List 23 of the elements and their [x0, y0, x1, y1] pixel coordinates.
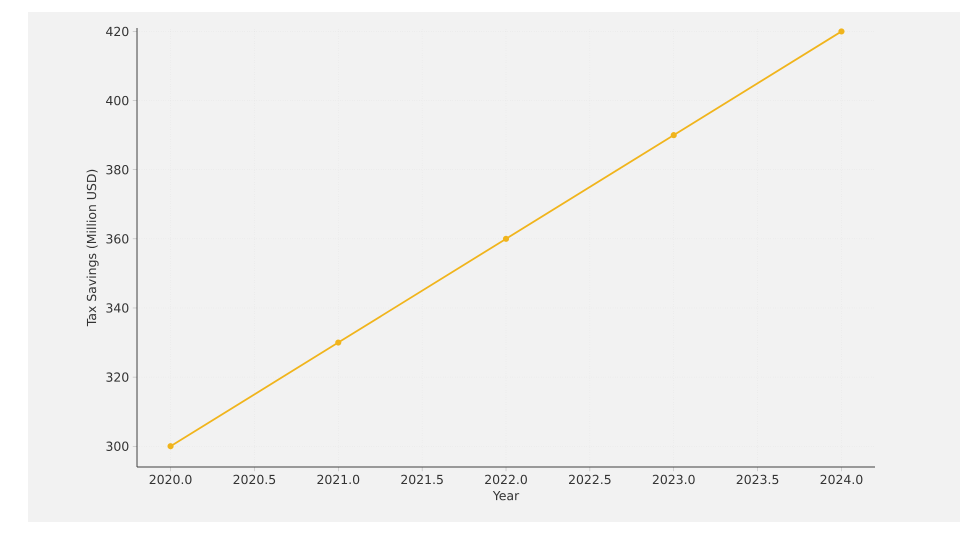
y-tick-label: 360 — [106, 234, 128, 244]
x-tick-label: 2020.0 — [150, 474, 192, 484]
y-tick-label: 340 — [106, 303, 128, 313]
y-tick-label: 320 — [106, 372, 128, 382]
point — [167, 443, 174, 450]
x-tick-label: 2021.0 — [317, 474, 360, 484]
point — [670, 132, 677, 138]
point — [335, 339, 342, 346]
x-tick-label: 2022.5 — [568, 474, 611, 484]
point — [838, 28, 845, 35]
y-axis-title: Tax Savings (Million USD) — [86, 170, 99, 326]
x-tick-label: 2022.0 — [485, 474, 527, 484]
x-tick-label: 2020.5 — [234, 474, 276, 484]
x-tick-label: 2023.5 — [736, 474, 778, 484]
point — [502, 236, 510, 242]
y-tick-label: 400 — [106, 96, 128, 106]
x-tick-label: 2023.0 — [652, 474, 695, 484]
y-tick-label: 380 — [106, 164, 128, 174]
x-tick-label: 2024.0 — [820, 474, 862, 484]
x-axis-title: Year — [492, 491, 520, 500]
x-tick-label: 2021.5 — [401, 474, 443, 484]
y-tick-label: 420 — [106, 26, 128, 36]
y-tick-label: 300 — [106, 442, 128, 451]
